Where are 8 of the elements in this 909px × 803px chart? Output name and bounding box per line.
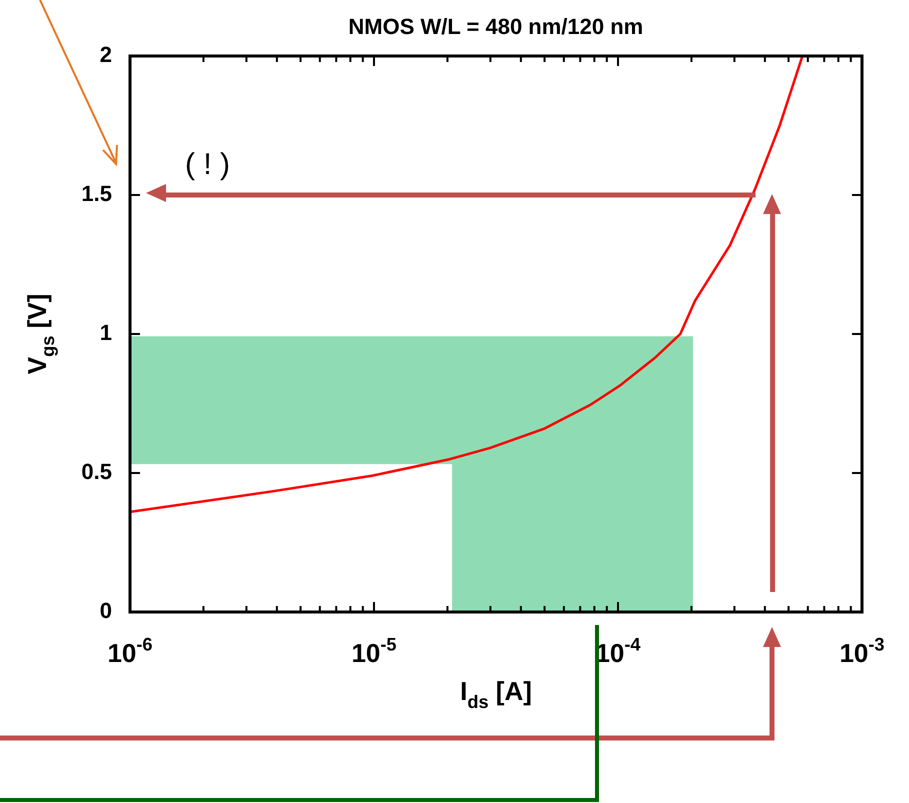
chart-title: NMOS W/L = 480 nm/120 nm [348, 14, 644, 39]
y-tick-label: 2 [100, 42, 112, 68]
y-axis-title: Vgs [V] [22, 294, 58, 374]
y-tick-label: 0.5 [81, 459, 112, 484]
y-tick-label: 0 [100, 598, 112, 624]
annotation: ( ! ) [185, 148, 230, 181]
y-tick-label: 1 [100, 320, 112, 346]
y-tick-label: 1.5 [81, 181, 112, 206]
